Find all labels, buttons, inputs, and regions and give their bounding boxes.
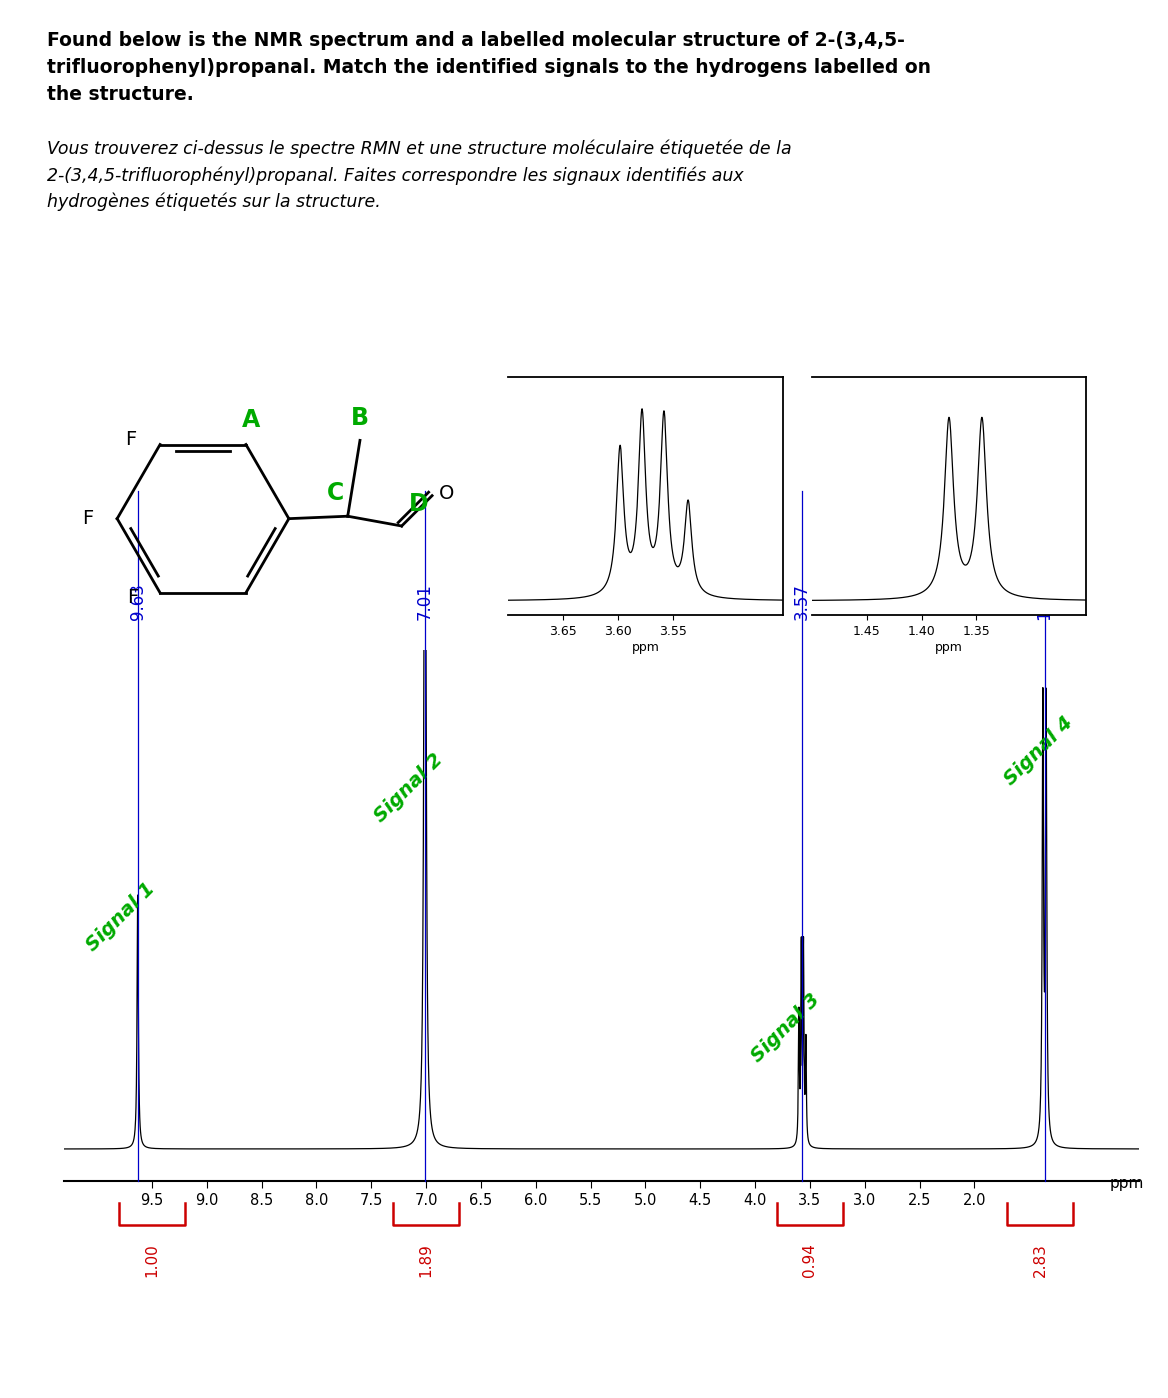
Text: Vous trouverez ci-dessus le spectre RMN et une structure moléculaire étiquetée d: Vous trouverez ci-dessus le spectre RMN … — [47, 140, 792, 211]
Text: F: F — [127, 589, 139, 607]
Text: B: B — [350, 407, 369, 431]
Text: Signal 3: Signal 3 — [748, 990, 823, 1065]
X-axis label: ppm: ppm — [936, 640, 962, 654]
Text: A: A — [242, 408, 260, 432]
Text: F: F — [82, 509, 93, 528]
Text: 0.94: 0.94 — [802, 1243, 818, 1276]
Text: 1.36: 1.36 — [1036, 583, 1054, 619]
Text: 9.63: 9.63 — [128, 583, 147, 619]
Text: O: O — [439, 484, 454, 503]
Text: C: C — [327, 481, 345, 505]
Text: ppm: ppm — [1110, 1176, 1145, 1191]
Text: Found below is the NMR spectrum and a labelled molecular structure of 2-(3,4,5-
: Found below is the NMR spectrum and a la… — [47, 31, 931, 105]
Text: 2.83: 2.83 — [1033, 1243, 1048, 1276]
Text: Signal 2: Signal 2 — [370, 749, 446, 826]
Text: Signal 1: Signal 1 — [83, 879, 159, 955]
Text: D: D — [409, 492, 429, 516]
Text: 1.89: 1.89 — [418, 1243, 433, 1276]
X-axis label: ppm: ppm — [632, 640, 659, 654]
Text: Signal 4: Signal 4 — [1001, 713, 1077, 788]
Text: F: F — [125, 431, 137, 449]
Text: 1.00: 1.00 — [145, 1243, 160, 1276]
Text: 3.57: 3.57 — [793, 583, 812, 619]
Text: 7.01: 7.01 — [416, 583, 434, 619]
